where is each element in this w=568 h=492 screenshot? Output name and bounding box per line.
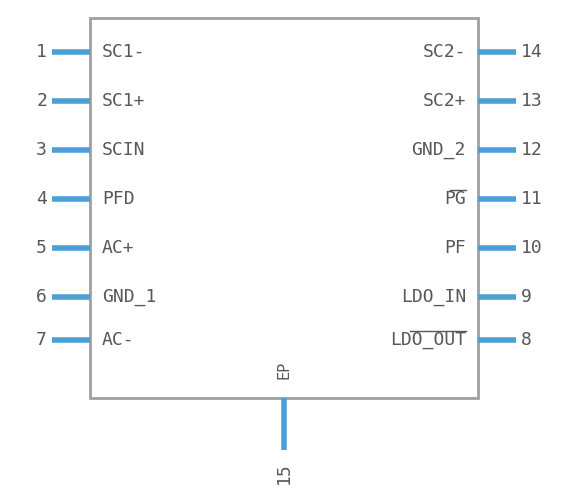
Text: 2: 2 [36, 92, 47, 110]
Text: 13: 13 [521, 92, 543, 110]
Text: SC2+: SC2+ [423, 92, 466, 110]
Text: 12: 12 [521, 141, 543, 159]
Text: 11: 11 [521, 190, 543, 208]
Text: PFD: PFD [102, 190, 135, 208]
Text: 3: 3 [36, 141, 47, 159]
Text: 8: 8 [521, 331, 532, 349]
Text: SC1-: SC1- [102, 43, 145, 61]
Text: 4: 4 [36, 190, 47, 208]
Text: PF: PF [444, 239, 466, 257]
Text: LDO_OUT: LDO_OUT [390, 331, 466, 349]
Text: AC-: AC- [102, 331, 135, 349]
Text: PG: PG [444, 190, 466, 208]
Text: LDO_IN: LDO_IN [401, 288, 466, 306]
Text: SC1+: SC1+ [102, 92, 145, 110]
Text: EP: EP [277, 361, 291, 379]
Text: SCIN: SCIN [102, 141, 145, 159]
Text: AC+: AC+ [102, 239, 135, 257]
Bar [90, 18, 478, 398]
Text: GND_2: GND_2 [412, 141, 466, 159]
Text: 14: 14 [521, 43, 543, 61]
Text: 1: 1 [36, 43, 47, 61]
Text: 7: 7 [36, 331, 47, 349]
Text: 10: 10 [521, 239, 543, 257]
Text: SC2-: SC2- [423, 43, 466, 61]
Text: 5: 5 [36, 239, 47, 257]
Text: 6: 6 [36, 288, 47, 306]
Text: GND_1: GND_1 [102, 288, 156, 306]
Text: 15: 15 [275, 462, 293, 484]
Text: 9: 9 [521, 288, 532, 306]
